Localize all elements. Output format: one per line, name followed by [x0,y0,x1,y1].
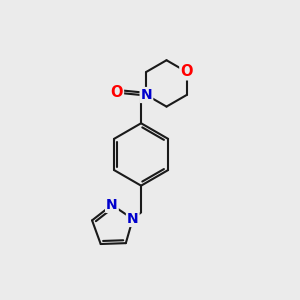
Text: N: N [106,198,118,212]
Text: N: N [141,88,152,102]
Text: O: O [180,64,193,79]
Text: O: O [110,85,123,100]
Text: N: N [127,212,139,226]
